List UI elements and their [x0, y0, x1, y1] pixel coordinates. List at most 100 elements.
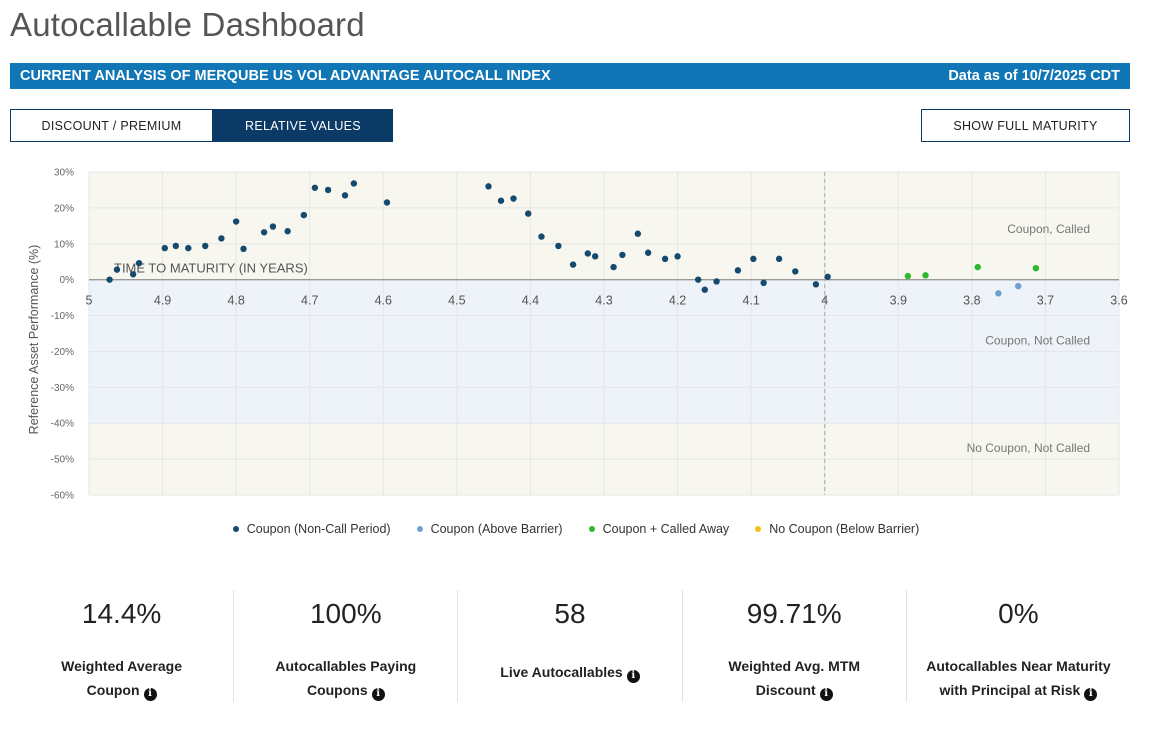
stat-label-line2: Coupons — [306, 682, 368, 698]
data-point-s0-19 — [383, 199, 391, 206]
x-tick-label-1: 4.9 — [154, 294, 171, 308]
legend-label-non-call: Coupon (Non-Call Period) — [246, 522, 391, 536]
x-tick-label-2: 4.8 — [227, 294, 244, 308]
data-point-s0-41 — [775, 255, 783, 263]
x-tick-label-7: 4.3 — [595, 294, 612, 308]
data-point-s0-21 — [497, 197, 505, 204]
data-point-s2-2 — [974, 263, 981, 271]
data-point-s0-42 — [792, 268, 799, 275]
y-tick-label-5: -20% — [51, 347, 74, 358]
stat-value: 58 — [554, 598, 586, 629]
legend-label-below-barrier: No Coupon (Below Barrier) — [769, 522, 920, 536]
y-tick-label-6: -30% — [51, 383, 74, 394]
x-axis-title: TIME TO MATURITY (IN YEARS) — [114, 261, 308, 276]
stat-value: 99.71% — [746, 598, 842, 629]
data-point-s0-23 — [525, 210, 532, 217]
info-icon[interactable]: i — [819, 687, 833, 701]
show-full-maturity-button[interactable]: SHOW FULL MATURITY — [921, 109, 1130, 142]
x-tick-label-4: 4.6 — [375, 294, 392, 308]
banner-date: Data as of 10/7/2025 CDT — [948, 68, 1120, 84]
legend-label-above-barrier: Coupon (Above Barrier) — [430, 522, 563, 536]
legend-label-called-away: Coupon + Called Away — [602, 522, 730, 536]
legend-dot-called-away — [588, 526, 595, 532]
discount-premium-button[interactable]: DISCOUNT / PREMIUM — [10, 109, 213, 142]
data-point-s0-20 — [485, 183, 492, 190]
stat-label: Weighted Avg. MTM Discount i — [728, 654, 860, 702]
x-tick-label-0: 5 — [86, 294, 93, 308]
stat-label-line2: Coupon — [86, 682, 140, 698]
legend-item-non-call[interactable]: Coupon (Non-Call Period) — [232, 522, 391, 536]
data-point-s0-7 — [202, 242, 209, 250]
x-tick-label-13: 3.7 — [1037, 294, 1054, 308]
stat-label-line1: Autocallables Near Maturity — [926, 658, 1111, 674]
data-point-s0-24 — [538, 233, 545, 240]
legend-item-below-barrier[interactable]: No Coupon (Below Barrier) — [755, 522, 919, 536]
stat-paying-coupons: 100% Autocallables Paying Coupons i — [234, 590, 459, 702]
x-tick-label-14: 3.6 — [1110, 294, 1127, 308]
stat-label-line2: Discount — [755, 682, 816, 698]
x-tick-label-12: 3.8 — [963, 294, 980, 308]
stat-label-line1: Live Autocallables — [500, 664, 623, 680]
data-point-s1-0 — [995, 290, 1002, 297]
data-point-s0-30 — [619, 251, 626, 259]
stat-value: 100% — [309, 598, 382, 629]
data-point-s0-15 — [311, 184, 319, 191]
stat-value: 14.4% — [81, 598, 162, 629]
info-icon[interactable]: i — [626, 669, 640, 683]
data-point-s0-26 — [569, 261, 577, 268]
data-point-s0-17 — [341, 192, 349, 199]
stat-live-autocallables: 58 Live Autocallables i — [458, 590, 683, 702]
legend-item-above-barrier[interactable]: Coupon (Above Barrier) — [416, 522, 563, 536]
data-point-s0-32 — [644, 249, 652, 256]
data-point-s2-1 — [922, 272, 929, 279]
summary-stats: 14.4% Weighted Average Coupon i 100% Auto… — [10, 590, 1130, 702]
data-point-s0-36 — [701, 286, 708, 293]
data-point-s0-39 — [750, 255, 757, 263]
y-tick-label-1: 20% — [54, 203, 74, 214]
banner-title: CURRENT ANALYSIS OF MERQUBE US VOL ADVAN… — [20, 68, 551, 84]
data-point-s0-43 — [812, 281, 820, 288]
info-icon[interactable]: i — [1084, 687, 1098, 701]
zone-label-2: No Coupon, Not Called — [967, 441, 1090, 455]
data-point-s0-3 — [135, 259, 143, 267]
data-point-s0-6 — [185, 244, 192, 252]
zone-label-0: Coupon, Called — [1007, 222, 1090, 236]
data-point-s0-4 — [161, 244, 168, 252]
legend-dot-non-call — [232, 526, 239, 532]
stat-label-line1: Weighted Average — [61, 658, 183, 674]
chart-legend: Coupon (Non-Call Period) Coupon (Above B… — [0, 522, 1152, 536]
y-tick-label-7: -40% — [51, 419, 74, 430]
legend-dot-above-barrier — [416, 526, 423, 532]
page-title: Autocallable Dashboard — [10, 6, 365, 43]
data-point-s0-38 — [734, 267, 742, 274]
data-point-s0-44 — [824, 273, 831, 280]
data-point-s0-37 — [713, 278, 720, 285]
x-tick-label-3: 4.7 — [301, 294, 318, 308]
scatter-chart-svg: 30% 20% 10% 0% -10% -20% -30% -40% -50% -60% 5 4.9 4… — [27, 168, 1128, 502]
stat-label: Weighted Average Coupon i — [61, 654, 182, 702]
x-tick-label-9: 4.1 — [742, 294, 759, 308]
x-tick-label-10: 4 — [821, 294, 828, 308]
data-point-s0-34 — [674, 253, 681, 260]
data-point-s0-14 — [300, 211, 308, 219]
relative-values-button[interactable]: RELATIVE VALUES — [213, 109, 393, 142]
data-point-s0-16 — [324, 186, 332, 194]
data-point-s0-25 — [555, 242, 562, 250]
info-icon[interactable]: i — [143, 687, 157, 701]
stat-label-line1: Weighted Avg. MTM — [728, 658, 861, 674]
x-tick-label-6: 4.4 — [522, 294, 539, 308]
data-point-s0-28 — [591, 253, 599, 260]
data-point-s0-5 — [172, 242, 180, 250]
data-point-s0-12 — [269, 223, 277, 230]
legend-item-called-away[interactable]: Coupon + Called Away — [588, 522, 730, 536]
stat-label-line2: with Principal at Risk — [939, 682, 1081, 698]
y-tick-label-8: -50% — [51, 455, 74, 466]
data-point-s0-8 — [218, 235, 225, 242]
data-point-s0-40 — [760, 279, 767, 287]
info-icon[interactable]: i — [371, 687, 385, 701]
x-tick-label-11: 3.9 — [890, 294, 907, 308]
data-point-s0-0 — [106, 276, 113, 283]
scatter-chart: 30% 20% 10% 0% -10% -20% -30% -40% -50% -60% 5 4.9 4… — [0, 160, 1152, 510]
stat-label: Autocallables Near Maturity with Princip… — [926, 654, 1111, 702]
stat-mtm-discount: 99.71% Weighted Avg. MTM Discount i — [683, 590, 907, 702]
